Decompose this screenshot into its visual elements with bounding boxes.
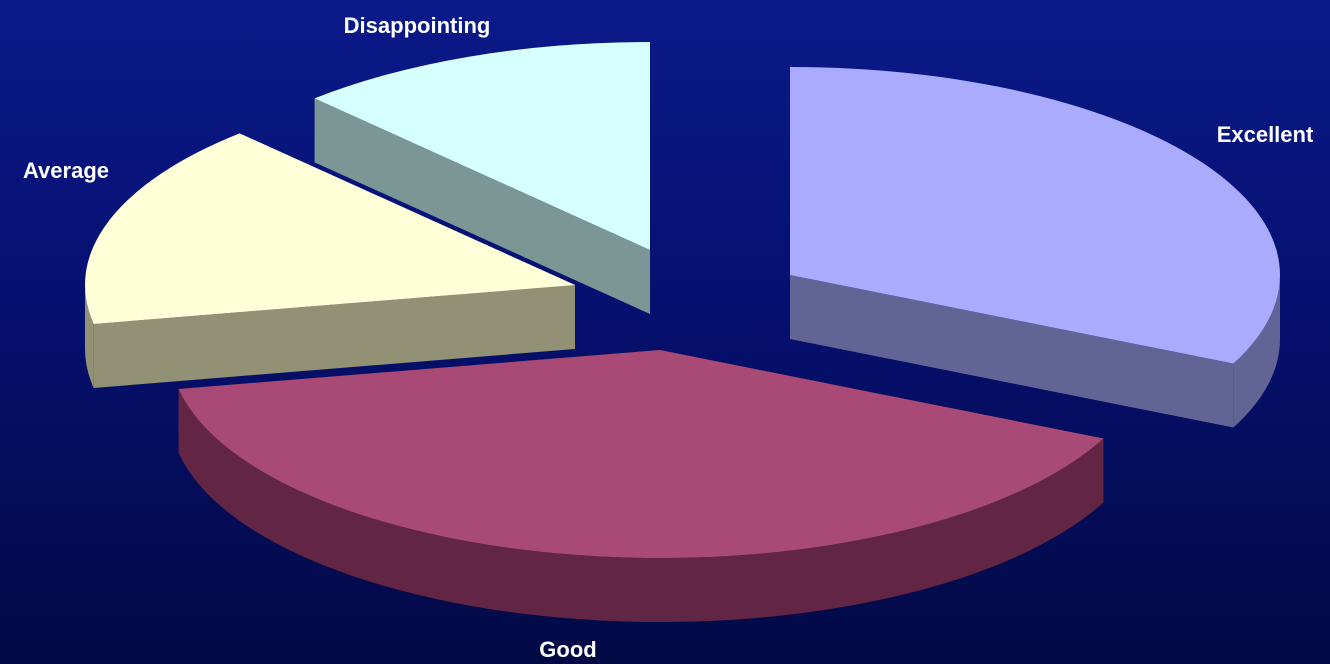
slice-good-top xyxy=(178,350,1104,559)
slice-average xyxy=(84,133,576,388)
slice-label-disappointing: Disappointing xyxy=(344,13,491,38)
slice-average-rim xyxy=(85,285,94,388)
slice-label-average: Average xyxy=(23,158,109,183)
slice-label-good: Good xyxy=(539,637,596,662)
slice-excellent xyxy=(790,67,1280,428)
slice-disappointing xyxy=(314,42,650,314)
slice-disappointing-wall-0 xyxy=(314,98,650,314)
slice-label-excellent: Excellent xyxy=(1217,122,1314,147)
slice-disappointing-top xyxy=(314,42,650,250)
slice-excellent-top xyxy=(790,67,1280,364)
slice-excellent-wall-1 xyxy=(790,275,1234,428)
slice-average-wall-0 xyxy=(93,285,575,388)
slice-average-top xyxy=(84,133,575,324)
slice-good xyxy=(178,350,1104,623)
slice-good-rim xyxy=(178,388,1104,623)
slice-excellent-rim xyxy=(1233,275,1280,428)
